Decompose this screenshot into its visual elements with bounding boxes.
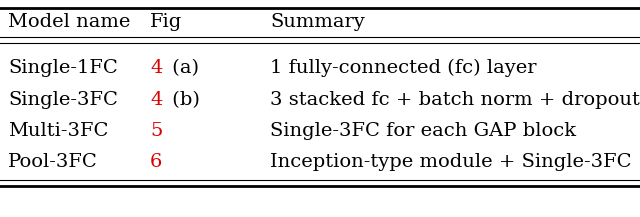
- Text: Pool-3FC: Pool-3FC: [8, 153, 98, 171]
- Text: Inception-type module + Single-3FC: Inception-type module + Single-3FC: [270, 153, 632, 171]
- Text: Summary: Summary: [270, 13, 365, 31]
- Text: (a): (a): [166, 59, 199, 77]
- Text: (b): (b): [166, 91, 200, 109]
- Text: Model name: Model name: [8, 13, 131, 31]
- Text: Single-3FC: Single-3FC: [8, 91, 118, 109]
- Text: Multi-3FC: Multi-3FC: [8, 122, 108, 140]
- Text: 5: 5: [150, 122, 163, 140]
- Text: Fig: Fig: [150, 13, 182, 31]
- Text: 4: 4: [150, 91, 163, 109]
- Text: 1 fully-connected (fc) layer: 1 fully-connected (fc) layer: [270, 59, 536, 77]
- Text: 3 stacked fc + batch norm + dropout: 3 stacked fc + batch norm + dropout: [270, 91, 640, 109]
- Text: 4: 4: [150, 59, 163, 77]
- Text: Single-1FC: Single-1FC: [8, 59, 118, 77]
- Text: 6: 6: [150, 153, 163, 171]
- Text: Single-3FC for each GAP block: Single-3FC for each GAP block: [270, 122, 576, 140]
